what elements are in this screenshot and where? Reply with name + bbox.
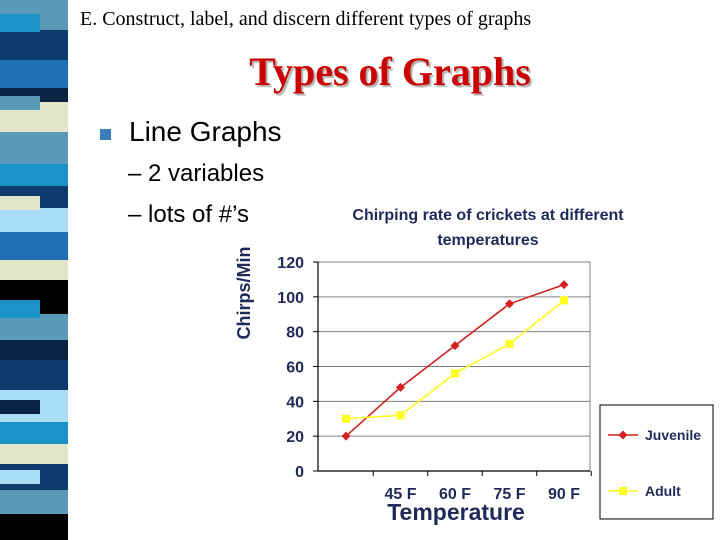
- y-tick-label: 40: [286, 394, 304, 411]
- sub-bullet-numbers: – lots of #’s: [128, 201, 249, 228]
- header-line: E. Construct, label, and discern differe…: [80, 8, 532, 30]
- data-point-juvenile: [505, 299, 514, 309]
- bullet-label: Line Graphs: [129, 116, 282, 147]
- legend-label: Juvenile: [645, 427, 701, 443]
- data-point-juvenile: [396, 382, 405, 392]
- y-axis-label: Chirps/Min: [234, 247, 254, 340]
- x-tick-label: 60 F: [439, 486, 471, 503]
- data-point-adult: [342, 414, 350, 423]
- bullet-square-icon: [100, 128, 111, 140]
- y-tick-label: 0: [295, 464, 304, 481]
- slide-title: Types of Graphs: [249, 49, 531, 94]
- data-point-juvenile: [559, 280, 569, 290]
- data-point-juvenile: [341, 431, 351, 441]
- data-point-adult: [560, 296, 568, 305]
- x-tick-label: 90 F: [548, 486, 580, 503]
- decorative-stripe: [0, 0, 68, 540]
- legend-box: [599, 404, 714, 520]
- legend-label: Adult: [645, 483, 681, 499]
- x-tick-label: 45 F: [384, 486, 416, 503]
- x-tick-label: 75 F: [493, 486, 525, 503]
- y-tick-label: 100: [277, 290, 304, 307]
- legend-marker: [618, 430, 628, 440]
- y-tick-label: 60: [286, 360, 304, 377]
- data-point-adult: [451, 369, 459, 378]
- y-tick-label: 80: [286, 325, 304, 342]
- x-axis-label: Temperature: [387, 499, 525, 525]
- bullet-line-graphs: Line Graphs: [100, 116, 282, 148]
- data-point-adult: [396, 411, 405, 420]
- data-point-juvenile: [450, 341, 460, 351]
- chart-title-line: temperatures: [437, 232, 538, 249]
- data-point-adult: [505, 339, 514, 348]
- sub-bullet-variables: – 2 variables: [128, 160, 265, 187]
- y-tick-label: 120: [277, 255, 304, 272]
- chart-title-line: Chirping rate of crickets at different: [352, 207, 624, 224]
- legend-marker: [619, 487, 627, 495]
- y-tick-label: 20: [286, 429, 304, 446]
